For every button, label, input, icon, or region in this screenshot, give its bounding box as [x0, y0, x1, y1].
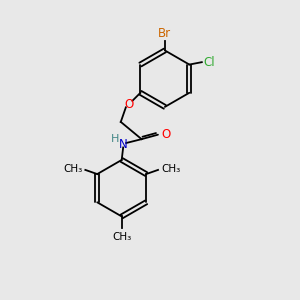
Text: CH₃: CH₃ — [112, 232, 131, 242]
Text: CH₃: CH₃ — [63, 164, 83, 174]
Text: O: O — [161, 128, 170, 141]
Text: H: H — [111, 134, 119, 144]
Text: Br: Br — [158, 27, 171, 40]
Text: O: O — [124, 98, 134, 111]
Text: Cl: Cl — [203, 56, 214, 69]
Text: N: N — [119, 138, 128, 151]
Text: CH₃: CH₃ — [161, 164, 180, 174]
